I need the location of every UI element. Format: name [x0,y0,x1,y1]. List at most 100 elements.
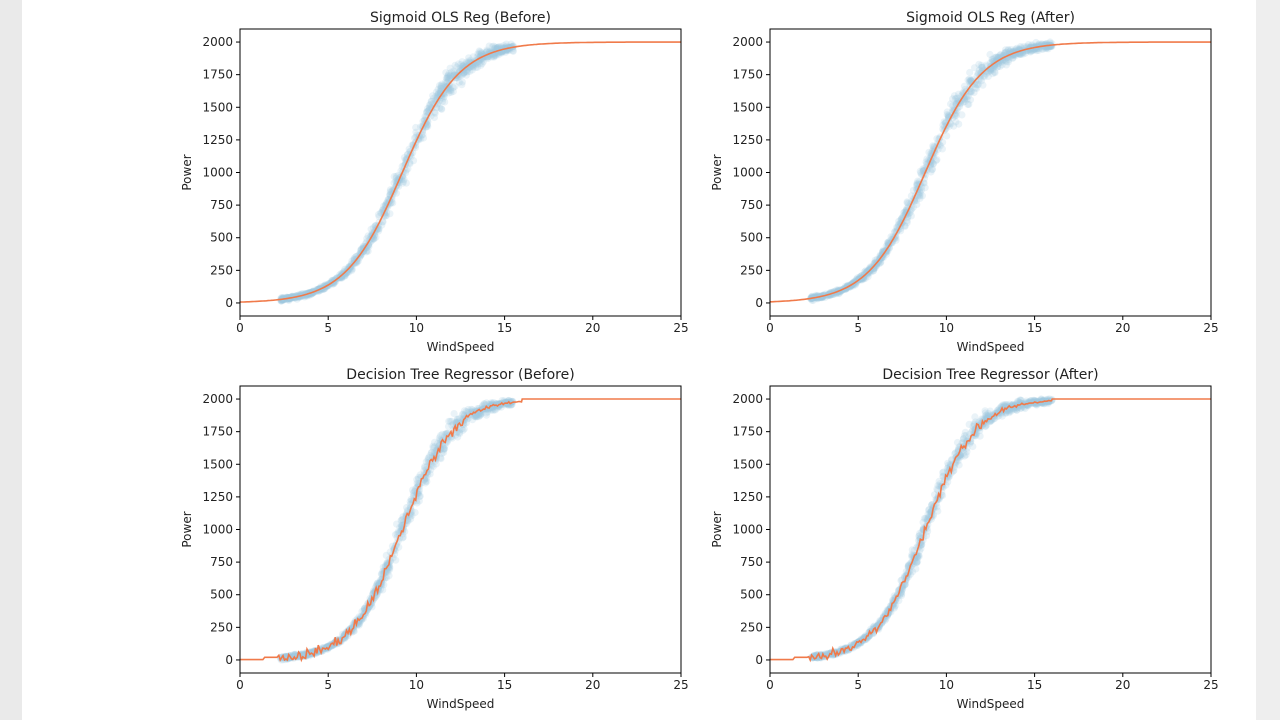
scatter-point [1042,45,1050,53]
scatter-point [922,158,930,166]
scatter-point [446,417,454,425]
scatter-point [342,269,351,277]
scatter-point [484,54,492,63]
scatter-point [416,471,424,479]
scatter-point [996,51,1004,59]
scatter-point [870,264,878,272]
scatter-point [507,40,515,48]
scatter-point [456,429,464,438]
x-tick-label: 5 [324,678,332,692]
scatter-point [1013,44,1021,52]
axes-background [770,29,1211,316]
scatter-point [472,413,480,421]
scatter-point [976,69,985,77]
scatter-point [1009,54,1017,62]
scatter-point [495,43,503,51]
scatter-point [912,565,920,573]
chart-title: Sigmoid OLS Reg (After) [906,10,1075,26]
scatter-point [933,485,941,493]
y-tick-label: 2000 [732,392,763,406]
x-tick-label: 0 [236,678,244,692]
scatter-point [289,651,297,659]
scatter-point [437,82,446,91]
scatter-point [969,422,977,431]
scatter-point [914,177,922,185]
scatter-point [321,281,330,289]
x-tick-label: 20 [585,321,600,335]
scatter-point [483,46,491,54]
scatter-point [509,47,517,55]
scatter-point [419,134,428,142]
scatter-point [441,442,449,450]
scatter-point [462,71,470,79]
scatter-point [345,263,353,271]
scatter-point [357,246,366,254]
scatter-point [458,81,466,89]
scatter-point [348,260,356,268]
scatter-point [960,82,969,90]
scatter-point [908,568,917,576]
subplot-sigmoid-after: 0 5 10 15 20 25025050075010001250150017502000… [710,10,1219,354]
y-axis-label: Power [180,154,194,190]
scatter-point [964,76,972,84]
axes-background [240,386,681,673]
scatter-point [932,157,940,165]
scatter-point [427,97,435,105]
scatter-point [963,448,971,456]
scatter-point [865,264,874,272]
scatter-point [928,166,936,174]
scatter-point [341,633,349,642]
x-tick-label: 20 [1115,678,1130,692]
scatter-point [444,83,452,91]
scatter-point [429,462,437,470]
scatter-point [1033,398,1041,406]
scatter-point [857,276,865,284]
scatter-point [382,574,391,582]
x-tick-label: 10 [939,678,954,692]
scatter-point [876,252,884,261]
scatter-point [978,415,986,423]
scatter-point [1017,404,1025,412]
y-tick-label: 1500 [202,457,233,471]
scatter-point [432,92,440,101]
scatter-point [1017,43,1025,51]
scatter-point [952,101,960,109]
scatter-point [958,439,966,447]
scatter-point [949,95,957,103]
scatter-point [929,142,937,150]
scatter-point [870,265,878,273]
scatter-point [954,454,962,462]
x-tick-label: 0 [766,321,774,335]
fit-line [240,41,681,303]
scatter-point [859,274,868,282]
scatter-point [859,275,867,283]
scatter-point [348,266,356,275]
y-tick-label: 250 [740,620,763,634]
scatter-point [917,186,926,194]
scatter-point [990,61,999,69]
scatter-point [1002,48,1010,56]
scatter-point [1001,401,1009,409]
scatter-point [976,73,984,81]
scatter-point [341,633,349,641]
scatter-point [1005,403,1013,412]
scatter-point [992,53,1000,61]
scatter-point [917,169,925,177]
scatter-point [922,514,930,523]
scatter-point [426,103,434,111]
scatter-point [967,87,975,95]
scatter-point [885,244,894,252]
scatter-point [1007,46,1015,54]
scatter-point [445,89,453,97]
y-axis-label: Power [710,154,724,190]
scatter-point [969,442,977,451]
scatter-point [502,40,510,48]
scatter-point [916,529,924,538]
scatter-point [444,71,453,79]
scatter-point [964,92,972,100]
scatter-point [362,240,370,248]
scatter-point [452,74,460,82]
scatter-point [904,573,913,581]
x-tick-label: 0 [766,678,774,692]
scatter-point [1037,395,1045,403]
